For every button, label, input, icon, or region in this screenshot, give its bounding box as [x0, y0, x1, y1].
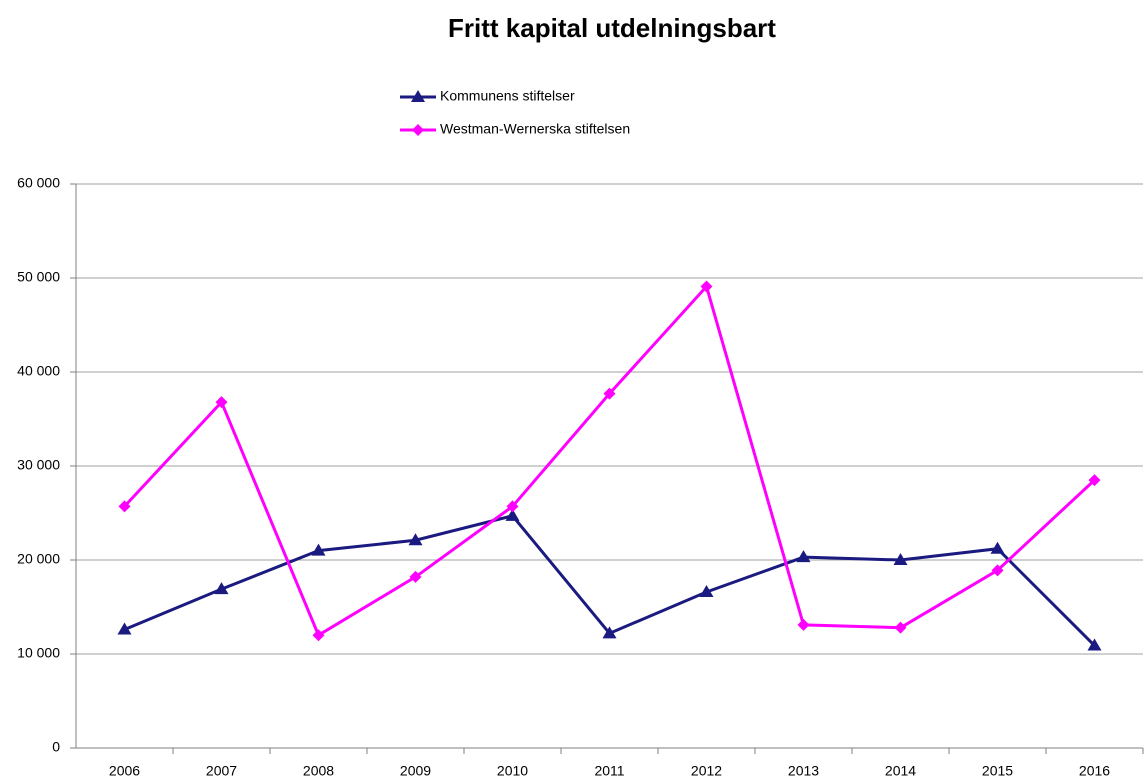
y-tick-label: 10 000 [17, 645, 60, 661]
legend-marker [411, 90, 425, 102]
data-point [699, 584, 714, 597]
x-tick-label: 2013 [788, 763, 819, 779]
legend-label: Westman-Wernerska stiftelsen [440, 121, 630, 137]
data-point [603, 387, 616, 400]
data-point [894, 621, 907, 634]
data-point [1087, 638, 1102, 651]
data-point [312, 629, 325, 642]
data-point [408, 533, 423, 546]
chart-title: Fritt kapital utdelningsbart [448, 13, 776, 43]
data-point [990, 541, 1005, 554]
series-line [123, 283, 1096, 638]
data-point [602, 626, 617, 639]
x-tick-label: 2008 [303, 763, 334, 779]
y-tick-label: 20 000 [17, 551, 60, 567]
x-tick-label: 2011 [594, 763, 624, 779]
data-point [506, 500, 519, 513]
x-tick-label: 2016 [1079, 763, 1110, 779]
data-point [1088, 474, 1101, 487]
y-tick-label: 0 [52, 739, 60, 755]
data-point [893, 553, 908, 565]
legend-label: Kommunens stiftelser [440, 88, 575, 104]
data-point [409, 570, 422, 583]
data-point [505, 508, 520, 521]
x-tick-label: 2006 [109, 763, 140, 779]
x-tick-label: 2007 [206, 763, 237, 779]
y-tick-label: 30 000 [17, 457, 60, 473]
data-point [214, 582, 229, 595]
data-point [311, 543, 326, 556]
legend-marker [412, 124, 424, 136]
data-point [991, 564, 1004, 577]
data-point [700, 280, 713, 293]
x-tick-label: 2012 [691, 763, 722, 779]
series-line [123, 514, 1096, 647]
y-tick-label: 50 000 [17, 269, 60, 285]
data-point [797, 618, 810, 631]
data-point [117, 622, 132, 635]
x-tick-label: 2010 [497, 763, 528, 779]
data-point [118, 500, 131, 513]
y-tick-label: 40 000 [17, 363, 60, 379]
data-point [796, 550, 811, 563]
x-tick-label: 2015 [982, 763, 1013, 779]
data-point [215, 396, 228, 409]
x-tick-label: 2014 [885, 763, 916, 779]
x-tick-label: 2009 [400, 763, 431, 779]
y-tick-label: 60 000 [17, 175, 60, 191]
